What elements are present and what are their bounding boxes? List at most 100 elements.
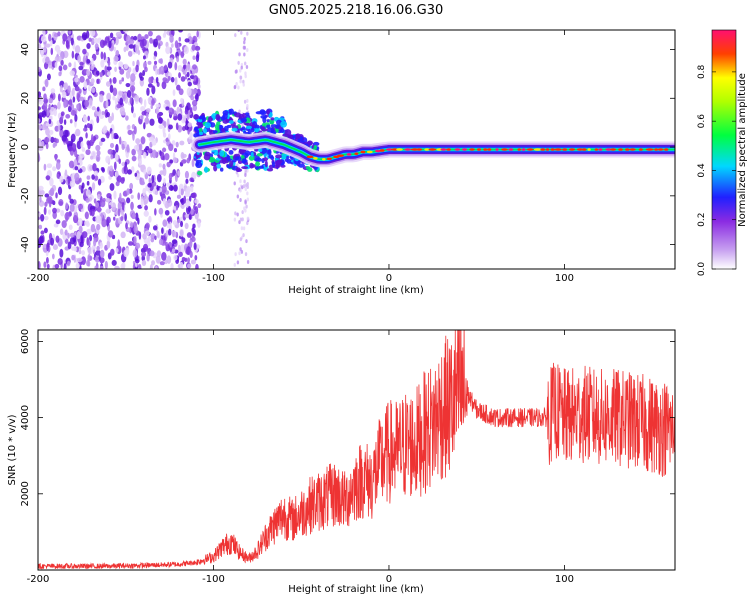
heatmap-cell xyxy=(126,188,130,196)
heatmap-cell xyxy=(234,211,237,216)
heatmap-cell xyxy=(46,163,53,169)
heatmap-cell xyxy=(90,87,96,93)
heatmap-cell xyxy=(38,66,41,72)
heatmap-cell xyxy=(110,154,114,160)
heatmap-cell xyxy=(173,254,178,261)
heatmap-cell xyxy=(69,232,75,238)
heatmap-cell xyxy=(87,246,93,255)
heatmap-cell xyxy=(132,212,136,220)
heatmap-cell xyxy=(244,71,247,76)
heatmap-cell xyxy=(112,76,117,84)
heatmap-cell xyxy=(282,133,290,138)
heatmap-cell xyxy=(562,148,568,151)
heatmap-cell xyxy=(114,265,120,269)
heatmap-cell xyxy=(243,52,246,57)
heatmap-cell xyxy=(100,51,104,60)
heatmap-cell xyxy=(187,263,192,269)
heatmap-cell xyxy=(53,223,59,228)
heatmap-cell xyxy=(313,157,318,160)
heatmap-cell xyxy=(175,141,179,148)
heatmap-cell xyxy=(212,130,218,134)
heatmap-cell xyxy=(177,170,181,177)
heatmap-cell xyxy=(81,182,85,189)
heatmap-cell xyxy=(197,84,201,89)
snr-y-tick-label: 6000 xyxy=(20,329,31,354)
colorbar-label: Normalized spectral amplitude xyxy=(737,73,748,227)
heatmap-cell xyxy=(177,64,183,72)
heatmap-cell xyxy=(245,239,248,244)
heatmap-cell xyxy=(267,149,272,156)
heatmap-cell xyxy=(180,76,186,82)
heatmap-cell xyxy=(86,58,91,64)
heatmap-cell xyxy=(115,50,120,57)
heatmap-cell xyxy=(43,261,47,268)
heatmap-cell xyxy=(131,148,136,156)
heatmap-cell xyxy=(187,139,193,144)
heatmap-cell xyxy=(87,141,91,150)
heatmap-cell xyxy=(42,86,46,92)
heatmap-cell xyxy=(243,179,246,184)
heatmap-cell xyxy=(130,222,134,228)
heatmap-cell xyxy=(244,208,247,213)
heatmap-cell xyxy=(186,157,191,164)
heatmap-cell xyxy=(264,160,268,168)
heatmap-cell xyxy=(179,140,185,146)
heatmap-cell xyxy=(249,162,254,169)
heatmap-cell xyxy=(148,76,153,84)
heatmap-cell xyxy=(123,30,129,33)
heatmap-cell xyxy=(137,192,141,200)
heatmap-cell xyxy=(168,143,174,152)
heatmap-cell xyxy=(152,225,158,231)
heatmap-cell xyxy=(50,47,54,56)
heatmap-cell xyxy=(161,251,167,261)
heatmap-cell xyxy=(96,106,100,112)
heatmap-cell xyxy=(243,45,247,50)
heatmap-cell xyxy=(146,132,152,138)
heatmap-cell xyxy=(43,227,48,234)
heatmap-cell xyxy=(271,161,276,168)
heatmap-cell xyxy=(118,79,122,85)
heatmap-cell xyxy=(125,115,129,121)
heatmap-cell xyxy=(167,61,173,69)
heatmap-cell xyxy=(138,158,143,166)
heatmap-cell xyxy=(88,97,93,106)
heatmap-cell xyxy=(105,99,109,108)
heatmap-cell xyxy=(49,177,54,187)
heatmap-cell xyxy=(163,120,167,128)
heatmap-cell xyxy=(246,98,249,103)
heatmap-cell xyxy=(246,184,249,189)
heatmap-cell xyxy=(60,111,65,117)
heatmap-cell xyxy=(174,40,179,49)
heatmap-cell xyxy=(259,110,267,116)
heatmap-cell xyxy=(234,33,237,38)
heatmap-cell xyxy=(254,166,260,170)
heatmap-cell xyxy=(128,44,135,49)
heatmap-cell xyxy=(176,55,180,63)
heatmap-cell xyxy=(149,37,153,44)
heatmap-cell xyxy=(81,147,86,152)
heatmap-cell xyxy=(202,127,208,134)
heatmap-cell xyxy=(173,116,178,121)
heatmap-cell xyxy=(69,119,73,124)
heatmap-cell xyxy=(116,175,122,183)
heatmap-cell xyxy=(93,198,97,204)
heatmap-cell xyxy=(178,36,182,42)
heatmap-cell xyxy=(171,140,176,146)
heatmap-cell xyxy=(65,40,70,49)
heatmap-cell xyxy=(94,43,99,50)
heatmap-cell xyxy=(246,168,249,173)
heatmap-cell xyxy=(244,199,247,204)
heatmap-cell xyxy=(151,175,155,184)
heatmap-cell xyxy=(521,148,526,151)
heatmap-cell xyxy=(108,115,113,124)
heatmap-cell xyxy=(246,48,249,53)
heatmap-cell xyxy=(39,235,44,244)
heatmap-cell xyxy=(90,78,95,84)
heatmap-cell xyxy=(54,61,58,68)
heatmap-cell xyxy=(39,196,42,203)
heatmap-cell xyxy=(164,64,168,71)
heatmap-cell xyxy=(266,124,271,129)
heatmap-cell xyxy=(119,97,124,106)
heatmap-cell xyxy=(598,148,603,151)
